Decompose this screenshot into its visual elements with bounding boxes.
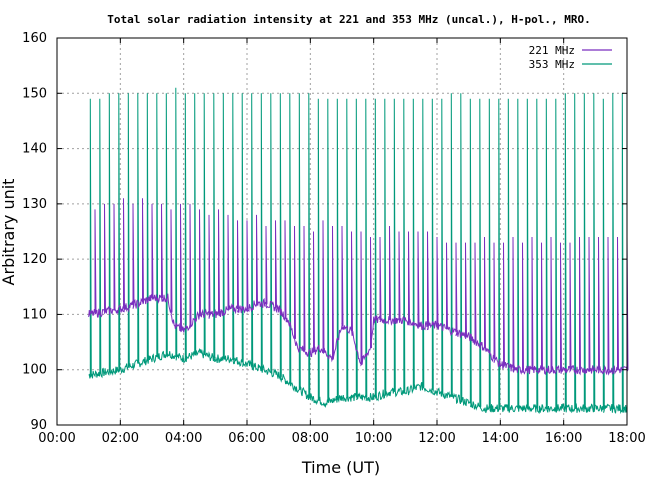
y-axis-label: Arbitrary unit [0, 179, 18, 286]
x-tick-label: 08:00 [292, 431, 329, 446]
plot-frame [56, 37, 628, 426]
legend-label-353: 353 MHz [529, 58, 575, 71]
y-tick-label: 90 [30, 418, 47, 433]
x-tick-label: 10:00 [355, 431, 392, 446]
y-tick-label: 130 [22, 197, 47, 212]
y-tick-label: 150 [22, 86, 47, 101]
y-tick-label: 120 [22, 252, 47, 267]
y-tick-label: 100 [22, 363, 47, 378]
y-tick-label: 140 [22, 142, 47, 157]
x-tick-label: 02:00 [102, 431, 139, 446]
series-layer [88, 87, 629, 415]
chart-title: Total solar radiation intensity at 221 a… [107, 13, 590, 26]
y-tick-label: 110 [22, 307, 47, 322]
x-tick-label: 00:00 [38, 431, 75, 446]
x-tick-label: 14:00 [482, 431, 519, 446]
x-tick-label: 06:00 [228, 431, 265, 446]
ticks: 00:00 02:00 04:00 06:00 08:00 10:00 12:00 14:00… [22, 31, 646, 446]
series-line-1 [88, 87, 628, 415]
x-axis-label: Time (UT) [301, 458, 380, 477]
series-line-0 [88, 198, 629, 376]
legend: 221 MHz 353 MHz [529, 44, 612, 71]
x-tick-label: 18:00 [608, 431, 645, 446]
y-tick-label: 160 [22, 31, 47, 46]
legend-label-221: 221 MHz [529, 44, 575, 57]
x-tick-label: 12:00 [418, 431, 455, 446]
x-tick-label: 04:00 [165, 431, 202, 446]
x-tick-label: 16:00 [545, 431, 582, 446]
